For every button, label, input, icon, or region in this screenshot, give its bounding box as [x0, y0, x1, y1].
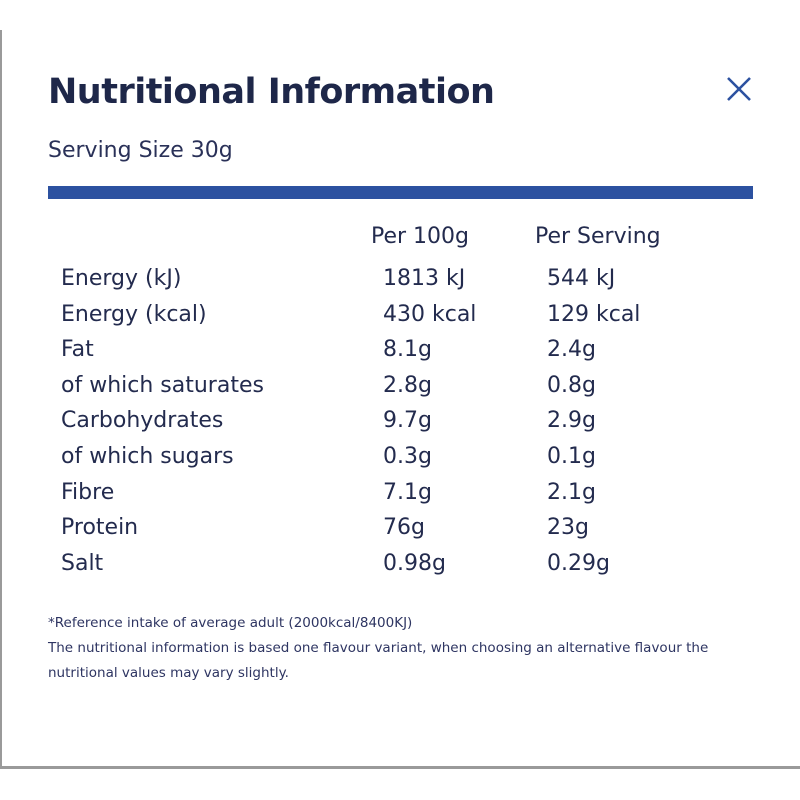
per-serving-value: 2.9g [547, 408, 596, 434]
per-100g-value: 430 kcal [383, 301, 477, 327]
table-row: of which sugars 0.3g 0.1g [0, 444, 800, 478]
per-100g-value: 0.98g [383, 550, 446, 576]
per-100g-value: 76g [383, 515, 425, 541]
per-serving-value: 2.1g [547, 479, 596, 505]
table-row: Carbohydrates 9.7g 2.9g [0, 408, 800, 442]
footnote-variant: The nutritional information is based one… [48, 640, 709, 656]
nutrient-label: Carbohydrates [61, 408, 224, 434]
close-button[interactable] [722, 72, 756, 106]
per-100g-value: 1813 kJ [383, 266, 466, 291]
nutrient-label: Salt [61, 550, 104, 576]
nutrient-label: of which sugars [61, 444, 234, 469]
per-serving-value: 129 kcal [547, 301, 641, 327]
per-serving-value: 544 kJ [547, 266, 616, 291]
per-100g-value: 8.1g [383, 337, 432, 363]
nutrient-label: Fat [61, 337, 94, 363]
nutrition-dialog [0, 30, 800, 769]
per-serving-value: 0.8g [547, 372, 596, 398]
serving-size: Serving Size 30g [48, 138, 233, 163]
nutrient-label: Energy (kJ) [61, 266, 182, 291]
table-row: Fibre 7.1g 2.1g [0, 480, 800, 514]
footnote-reference: *Reference intake of average adult (2000… [48, 615, 413, 631]
nutrient-label: of which saturates [61, 372, 264, 398]
per-serving-value: 0.29g [547, 550, 610, 576]
table-row: Fat 8.1g 2.4g [0, 337, 800, 371]
per-serving-value: 0.1g [547, 444, 596, 469]
per-100g-value: 7.1g [383, 479, 432, 505]
table-row: Protein 76g 23g [0, 515, 800, 549]
per-100g-value: 9.7g [383, 408, 432, 434]
per-serving-value: Per Serving [535, 224, 661, 249]
per-100g-value: 2.8g [383, 372, 432, 398]
accent-divider [48, 186, 753, 199]
nutrient-label: Fibre [61, 479, 115, 505]
table-row: Salt 0.98g 0.29g [0, 551, 800, 585]
footnote-variant-cont: nutritional values may vary slightly. [48, 665, 289, 681]
table-row: Energy (kcal) 430 kcal 129 kcal [0, 302, 800, 336]
per-serving-value: 23g [547, 515, 589, 541]
table-row: Energy (kJ) 1813 kJ 544 kJ [0, 266, 800, 300]
nutrient-label: Energy (kcal) [61, 301, 207, 327]
per-100g-value: Per 100g [371, 224, 470, 249]
per-serving-value: 2.4g [547, 337, 596, 363]
close-x-icon [727, 77, 751, 101]
per-100g-value: 0.3g [383, 444, 432, 469]
table-row: of which saturates 2.8g 0.8g [0, 373, 800, 407]
table-header: Per 100g Per Serving [0, 224, 800, 258]
nutrient-label: Protein [61, 515, 139, 541]
dialog-title: Nutritional Information [48, 72, 495, 112]
